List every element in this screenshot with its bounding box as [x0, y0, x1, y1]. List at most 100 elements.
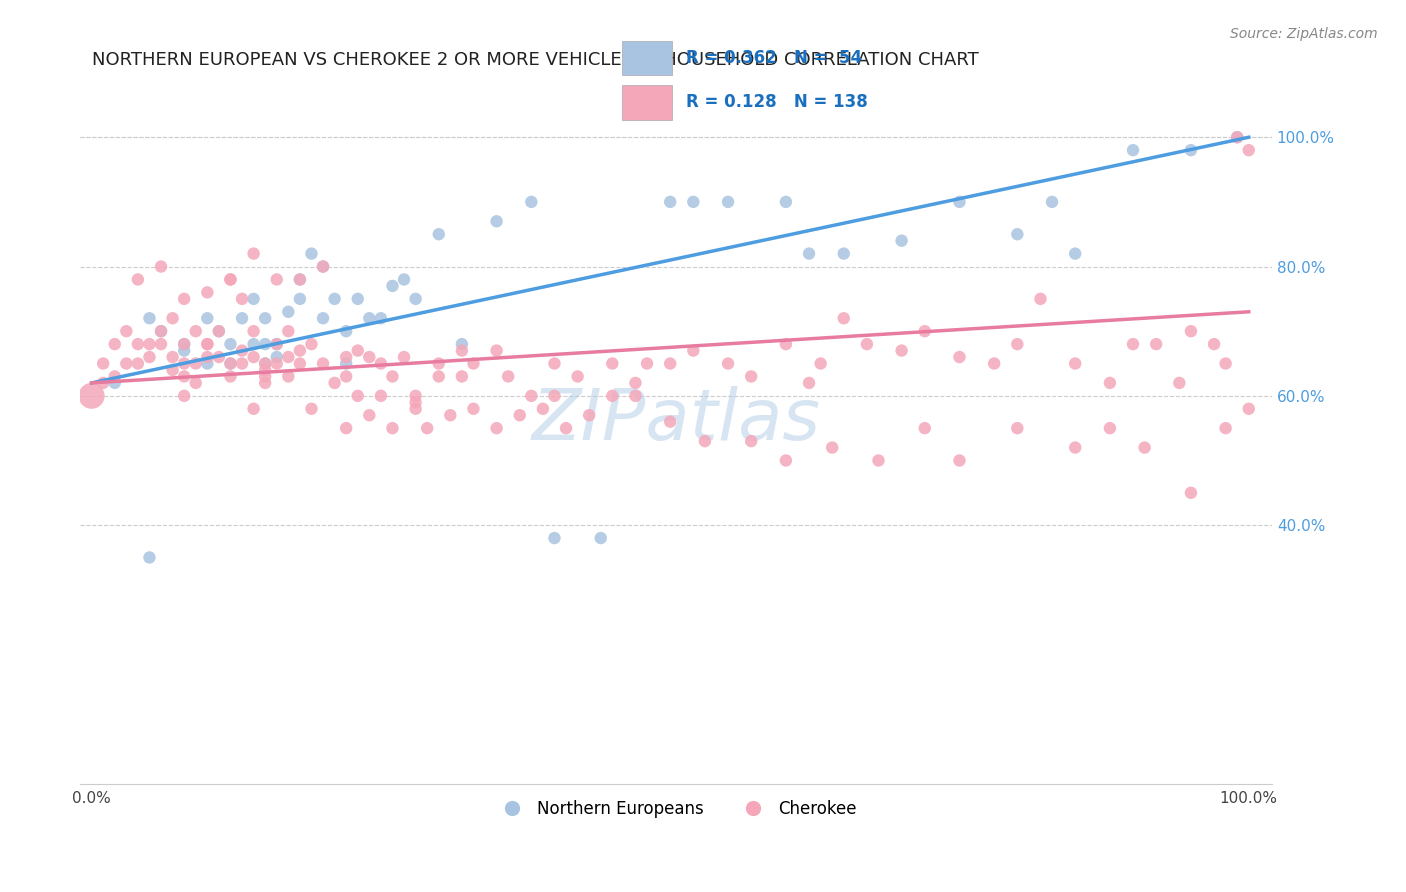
Point — [254, 369, 277, 384]
Point — [392, 272, 415, 286]
Point — [602, 389, 624, 403]
Point — [323, 292, 346, 306]
Point — [1144, 337, 1167, 351]
Text: R = 0.362   N =  54: R = 0.362 N = 54 — [686, 49, 862, 67]
Point — [138, 311, 160, 326]
Point — [451, 343, 474, 358]
Point — [335, 369, 357, 384]
Point — [162, 350, 184, 364]
Point — [231, 311, 253, 326]
Point — [104, 369, 127, 384]
Point — [288, 343, 311, 358]
Point — [405, 389, 427, 403]
Point — [624, 389, 647, 403]
Point — [890, 234, 912, 248]
Point — [127, 272, 149, 286]
Point — [416, 421, 439, 435]
Point — [775, 453, 797, 467]
Point — [1215, 421, 1237, 435]
Point — [138, 337, 160, 351]
Point — [821, 441, 844, 455]
Point — [173, 369, 195, 384]
Point — [427, 357, 450, 371]
Point — [173, 337, 195, 351]
Point — [277, 369, 299, 384]
Point — [659, 357, 682, 371]
Point — [948, 453, 970, 467]
Point — [91, 357, 114, 371]
Point — [231, 343, 253, 358]
Point — [115, 324, 138, 338]
Point — [104, 337, 127, 351]
Point — [195, 337, 218, 351]
Point — [405, 292, 427, 306]
Point — [1064, 246, 1087, 260]
Point — [740, 369, 762, 384]
Point — [740, 434, 762, 448]
Point — [405, 401, 427, 416]
Point — [359, 350, 381, 364]
Point — [231, 357, 253, 371]
Point — [346, 389, 368, 403]
FancyBboxPatch shape — [621, 86, 672, 120]
Point — [115, 357, 138, 371]
Point — [1122, 337, 1144, 351]
Point — [624, 376, 647, 390]
Point — [1029, 292, 1052, 306]
Point — [948, 194, 970, 209]
Point — [1168, 376, 1191, 390]
Point — [1133, 441, 1156, 455]
Point — [1007, 421, 1029, 435]
Point — [150, 324, 173, 338]
Point — [439, 409, 461, 423]
Point — [242, 324, 264, 338]
Point — [427, 227, 450, 242]
Point — [693, 434, 716, 448]
Point — [254, 357, 277, 371]
Point — [531, 401, 554, 416]
Point — [208, 350, 231, 364]
Point — [254, 376, 277, 390]
Point — [346, 292, 368, 306]
Point — [277, 324, 299, 338]
Point — [335, 324, 357, 338]
Point — [219, 357, 242, 371]
Point — [195, 357, 218, 371]
Point — [543, 531, 565, 545]
Point — [173, 337, 195, 351]
Point — [555, 421, 578, 435]
Point — [301, 401, 323, 416]
FancyBboxPatch shape — [621, 41, 672, 76]
Point — [1098, 376, 1121, 390]
Text: Source: ZipAtlas.com: Source: ZipAtlas.com — [1230, 27, 1378, 41]
Point — [832, 246, 855, 260]
Point — [150, 324, 173, 338]
Point — [219, 369, 242, 384]
Point — [312, 260, 335, 274]
Point — [219, 272, 242, 286]
Point — [195, 350, 218, 364]
Point — [219, 337, 242, 351]
Point — [868, 453, 890, 467]
Text: NORTHERN EUROPEAN VS CHEROKEE 2 OR MORE VEHICLES IN HOUSEHOLD CORRELATION CHART: NORTHERN EUROPEAN VS CHEROKEE 2 OR MORE … — [91, 51, 979, 69]
Point — [323, 376, 346, 390]
Point — [254, 357, 277, 371]
Point — [1122, 143, 1144, 157]
Point — [150, 337, 173, 351]
Point — [602, 357, 624, 371]
Point — [359, 311, 381, 326]
Point — [659, 415, 682, 429]
Point — [775, 194, 797, 209]
Point — [150, 260, 173, 274]
Point — [301, 337, 323, 351]
Point — [162, 311, 184, 326]
Point — [312, 260, 335, 274]
Point — [832, 311, 855, 326]
Point — [219, 272, 242, 286]
Point — [254, 363, 277, 377]
Point — [427, 369, 450, 384]
Point — [717, 357, 740, 371]
Point — [1064, 441, 1087, 455]
Point — [1180, 324, 1202, 338]
Point — [346, 343, 368, 358]
